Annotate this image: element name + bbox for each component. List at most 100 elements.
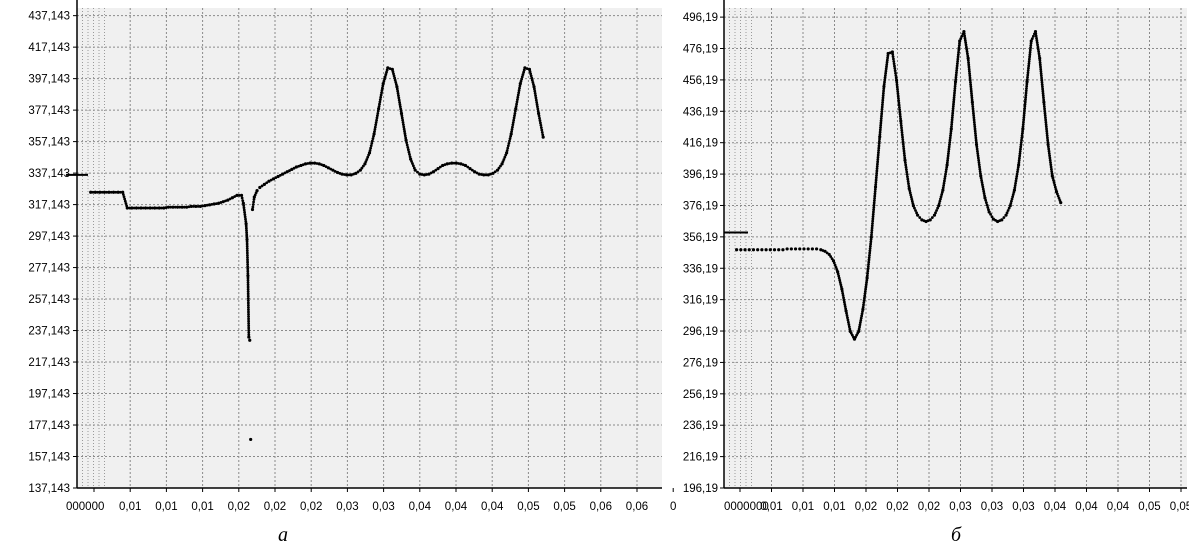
data-point bbox=[760, 248, 763, 251]
data-point bbox=[931, 216, 934, 219]
x-tick-label: 0 bbox=[670, 501, 676, 513]
chart-panel-a: 437,143417,143397,143377,143357,143337,1… bbox=[28, 0, 676, 546]
data-point bbox=[905, 171, 908, 174]
data-point bbox=[905, 168, 908, 171]
data-point bbox=[893, 62, 896, 65]
y-tick-label: 277,143 bbox=[28, 263, 70, 275]
y-tick-label: 257,143 bbox=[28, 294, 70, 306]
data-point bbox=[248, 339, 251, 342]
y-tick-label: 357,143 bbox=[28, 137, 70, 149]
data-point bbox=[408, 153, 411, 156]
x-tick-label: 0,03 bbox=[981, 501, 1003, 513]
y-tick-label: 417,143 bbox=[28, 42, 70, 54]
data-point bbox=[1059, 201, 1062, 204]
y-tick-label: 317,143 bbox=[28, 200, 70, 212]
y-tick-label: 397,143 bbox=[28, 74, 70, 86]
data-point bbox=[906, 173, 909, 176]
data-point bbox=[251, 208, 254, 211]
data-point bbox=[249, 438, 252, 441]
data-point bbox=[811, 247, 814, 250]
data-point bbox=[756, 248, 759, 251]
x-tick-label: 0,01 bbox=[823, 501, 845, 513]
data-point bbox=[538, 117, 541, 120]
data-point bbox=[541, 131, 544, 134]
data-point bbox=[252, 203, 255, 206]
y-tick-label: 297,143 bbox=[28, 231, 70, 243]
data-point bbox=[507, 144, 510, 147]
data-point bbox=[369, 149, 372, 152]
x-tick-label: 0,02 bbox=[886, 501, 908, 513]
data-point bbox=[509, 137, 512, 140]
data-point bbox=[252, 201, 255, 204]
data-point bbox=[408, 151, 411, 154]
data-point bbox=[369, 147, 372, 150]
y-tick-label: 177,143 bbox=[28, 420, 70, 432]
x-tick-label: 0,04 bbox=[1075, 501, 1098, 513]
x-tick-label: 0,02 bbox=[855, 501, 877, 513]
data-point bbox=[777, 248, 780, 251]
x-tick-label: 0,03 bbox=[1012, 501, 1034, 513]
y-tick-label: 356,19 bbox=[683, 232, 718, 244]
x-tick-label: 0,04 bbox=[1107, 501, 1130, 513]
data-point bbox=[892, 58, 895, 61]
x-tick-label: 0,05 bbox=[517, 501, 539, 513]
x-tick-label: 0,03 bbox=[372, 501, 394, 513]
y-tick-label: 276,19 bbox=[683, 357, 718, 369]
data-point bbox=[918, 216, 921, 219]
y-tick-label: 336,19 bbox=[683, 263, 718, 275]
data-point bbox=[904, 161, 907, 164]
x-tick-label: 0,04 bbox=[1044, 501, 1067, 513]
data-point bbox=[986, 206, 989, 209]
data-point bbox=[894, 74, 897, 77]
x-tick-label: 0,05 bbox=[553, 501, 575, 513]
data-point bbox=[539, 119, 542, 122]
data-point bbox=[786, 247, 789, 250]
data-point bbox=[769, 248, 772, 251]
data-point bbox=[507, 142, 510, 145]
data-point bbox=[506, 147, 509, 150]
y-tick-label: 256,19 bbox=[683, 389, 718, 401]
data-point bbox=[241, 199, 244, 202]
panel-caption: а bbox=[278, 524, 288, 546]
data-point bbox=[989, 213, 992, 216]
data-point bbox=[247, 335, 250, 338]
y-tick-label: 437,143 bbox=[28, 11, 70, 23]
y-tick-label: 197,143 bbox=[28, 389, 70, 401]
x-tick-label: 0,03 bbox=[336, 501, 358, 513]
y-tick-label: 157,143 bbox=[28, 452, 70, 464]
x-tick-label: 0,06 bbox=[626, 501, 648, 513]
data-point bbox=[986, 204, 989, 207]
data-point bbox=[929, 218, 932, 221]
data-point bbox=[893, 67, 896, 70]
x-tick-label: 0,03 bbox=[949, 501, 971, 513]
data-point bbox=[372, 137, 375, 140]
data-point bbox=[370, 144, 373, 147]
data-point bbox=[916, 214, 919, 217]
data-point bbox=[240, 194, 243, 197]
data-point bbox=[748, 248, 751, 251]
plot-area bbox=[77, 8, 662, 488]
data-point bbox=[904, 164, 907, 167]
x-tick-label: 000000 bbox=[66, 501, 104, 513]
y-tick-label: 316,19 bbox=[683, 295, 718, 307]
x-tick-label: 0,02 bbox=[264, 501, 286, 513]
y-tick-label: 217,143 bbox=[28, 357, 70, 369]
x-tick-label: 0,02 bbox=[300, 501, 322, 513]
data-point bbox=[539, 122, 542, 125]
data-point bbox=[773, 248, 776, 251]
data-point bbox=[892, 55, 895, 58]
data-point bbox=[790, 247, 793, 250]
data-point bbox=[370, 142, 373, 145]
x-tick-label: 0,06 bbox=[590, 501, 612, 513]
data-point bbox=[540, 129, 543, 132]
data-point bbox=[906, 178, 909, 181]
data-point bbox=[251, 206, 254, 209]
y-tick-label: 216,19 bbox=[683, 452, 718, 464]
data-point bbox=[539, 124, 542, 127]
x-tick-label: 0,01 bbox=[760, 501, 782, 513]
y-tick-label: 196,19 bbox=[683, 483, 718, 495]
data-point bbox=[752, 248, 755, 251]
y-tick-label: 237,143 bbox=[28, 326, 70, 338]
chart-panel-b: 496,19476,19456,19436,19416,19396,19376,… bbox=[683, 0, 1189, 546]
